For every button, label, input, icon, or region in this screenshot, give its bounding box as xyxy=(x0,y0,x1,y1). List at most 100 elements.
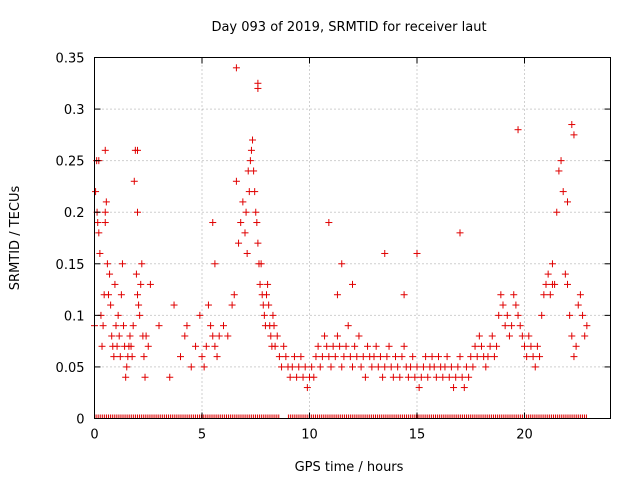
data-point xyxy=(568,332,576,340)
data-point xyxy=(253,219,261,227)
data-point xyxy=(181,332,189,340)
data-point xyxy=(265,301,273,309)
data-point xyxy=(376,353,384,361)
data-point xyxy=(303,384,311,392)
data-point xyxy=(120,322,128,330)
data-point xyxy=(110,353,118,361)
data-point xyxy=(329,342,337,350)
data-point xyxy=(351,342,359,350)
data-point xyxy=(146,280,154,288)
data-point xyxy=(264,280,272,288)
y-tick-label: 0.1 xyxy=(64,309,85,324)
data-point xyxy=(224,332,232,340)
data-point xyxy=(252,208,260,216)
data-point xyxy=(542,280,550,288)
data-point xyxy=(103,260,111,268)
data-point xyxy=(435,353,442,361)
data-point xyxy=(280,342,288,350)
data-point xyxy=(297,353,305,361)
data-point xyxy=(505,332,513,340)
data-point xyxy=(533,342,541,350)
data-point xyxy=(568,121,576,129)
data-point xyxy=(128,353,136,361)
data-point xyxy=(247,146,255,154)
data-point xyxy=(273,332,281,340)
data-point xyxy=(443,353,451,361)
data-point xyxy=(204,301,212,309)
data-point xyxy=(267,332,275,340)
data-point xyxy=(117,291,125,299)
data-point xyxy=(282,353,290,361)
data-point xyxy=(102,198,110,206)
data-point xyxy=(325,219,333,227)
data-point xyxy=(407,363,415,371)
data-point xyxy=(310,373,318,381)
data-point xyxy=(346,353,354,361)
y-axis-label: SRMTID / TECUs xyxy=(8,186,23,291)
data-point xyxy=(385,342,393,350)
data-point xyxy=(338,363,346,371)
data-point xyxy=(512,301,520,309)
data-point xyxy=(271,342,279,350)
data-point xyxy=(123,363,131,371)
data-point xyxy=(92,188,100,196)
data-point xyxy=(338,260,346,268)
data-point xyxy=(497,291,505,299)
data-point xyxy=(409,353,417,361)
data-point xyxy=(95,229,103,237)
data-point xyxy=(106,270,114,278)
data-point xyxy=(392,353,399,361)
data-point xyxy=(553,208,561,216)
data-point xyxy=(215,332,223,340)
y-tick-label: 0.2 xyxy=(64,206,85,221)
data-point xyxy=(396,373,404,381)
data-point xyxy=(521,342,528,350)
data-point xyxy=(379,373,387,381)
data-point xyxy=(211,260,219,268)
data-point xyxy=(368,363,376,371)
data-point xyxy=(353,353,361,361)
data-point xyxy=(246,157,254,165)
data-point xyxy=(574,301,582,309)
data-point xyxy=(570,353,578,361)
data-point xyxy=(318,353,326,361)
data-point xyxy=(134,208,141,216)
data-point xyxy=(170,301,178,309)
data-point xyxy=(478,342,485,350)
data-point xyxy=(430,363,438,371)
data-point xyxy=(447,363,455,371)
data-point xyxy=(518,332,526,340)
data-point xyxy=(540,291,548,299)
y-tick-label: 0.25 xyxy=(56,155,85,170)
data-point xyxy=(493,342,501,350)
data-point xyxy=(115,332,123,340)
data-point xyxy=(508,322,516,330)
chart-title: Day 093 of 2019, SRMTID for receiver lau… xyxy=(211,20,486,35)
data-point xyxy=(183,322,191,330)
data-point xyxy=(557,157,565,165)
data-point xyxy=(432,373,440,381)
data-point xyxy=(323,342,331,350)
data-point xyxy=(389,373,397,381)
data-point xyxy=(529,353,537,361)
data-point xyxy=(381,363,389,371)
data-point xyxy=(564,280,571,288)
data-point xyxy=(134,146,141,154)
data-point xyxy=(419,363,427,371)
data-point xyxy=(413,249,421,257)
data-point xyxy=(118,260,126,268)
data-point xyxy=(501,322,509,330)
data-point xyxy=(465,373,473,381)
y-tick-label: 0.3 xyxy=(64,103,85,118)
data-point xyxy=(340,353,348,361)
data-point xyxy=(144,342,152,350)
data-point xyxy=(308,363,316,371)
data-point xyxy=(456,353,464,361)
data-point xyxy=(166,373,174,381)
data-point xyxy=(359,353,367,361)
data-point xyxy=(400,291,408,299)
data-point xyxy=(187,363,195,371)
data-point xyxy=(286,373,294,381)
data-point xyxy=(290,353,298,361)
data-point xyxy=(544,270,552,278)
